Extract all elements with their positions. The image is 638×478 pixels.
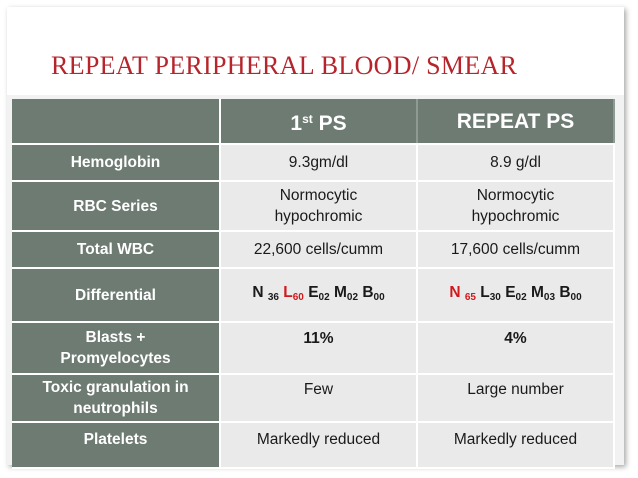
slide-frame: REPEAT PERIPHERAL BLOOD/ SMEAR 1st PS RE… [7,7,624,469]
repeat-ps-cell: 4% [417,322,615,375]
first-ps-differential: N 36 L60 E02 M02 B00 [220,268,418,323]
row-label: Total WBC [12,231,221,269]
row-label: Blasts + Promyelocytes [12,322,221,375]
repeat-ps-differential: N 65 L30 E02 M03 B00 [417,268,615,323]
table-header-row: 1st PS REPEAT PS [12,99,615,145]
diff-b-sub: 00 [570,292,582,303]
row-label: Platelets [12,422,221,469]
diff-b: B [559,284,571,301]
diff-m: M [530,284,544,301]
repeat-ps-line1: Normocytic [476,187,555,204]
diff-e-sub: 02 [318,292,330,303]
diff-l-sub: 30 [489,292,501,303]
table-row: Total WBC 22,600 cells/cumm 17,600 cells… [12,231,615,269]
repeat-ps-cell: Normocytic hypochromic [417,181,615,232]
first-ps-line2: hypochromic [274,208,363,225]
diff-l-sub: 60 [292,292,304,303]
diff-e-sub: 02 [515,292,527,303]
repeat-ps-cell: Markedly reduced [417,422,615,469]
header-first-num: 1 [290,111,303,135]
row-label-line1: Blasts + [85,329,146,346]
first-ps-cell: 22,600 cells/cumm [220,231,418,269]
header-blank-cell [12,99,221,145]
diff-n: N [252,284,264,301]
diff-b-sub: 00 [373,292,385,303]
diff-m-sub: 03 [543,292,556,303]
diff-n-sub: 36 [267,292,279,303]
table-row: Toxic granulation in neutrophils Few Lar… [12,374,615,423]
repeat-ps-cell: Large number [417,374,615,423]
row-label-line2: Promyelocytes [60,350,171,367]
repeat-ps-cell: 17,600 cells/cumm [417,231,615,269]
row-label: Differential [12,268,221,323]
first-ps-cell: Markedly reduced [220,422,418,469]
diff-m-sub: 02 [346,292,359,303]
first-ps-cell: 11% [220,322,418,375]
diff-l: L [283,284,293,301]
first-ps-line1: Normocytic [279,187,358,204]
header-first-ps: 1st PS [220,99,418,145]
header-repeat-ps: REPEAT PS [417,99,615,145]
diff-b: B [362,284,374,301]
diff-n: N [449,284,461,301]
header-first-rest: PS [312,111,347,135]
row-label-line2: neutrophils [73,400,158,417]
title-band: REPEAT PERIPHERAL BLOOD/ SMEAR [7,7,624,95]
first-ps-cell: Normocytic hypochromic [220,181,418,232]
table-row: Hemoglobin 9.3gm/dl 8.9 g/dl [12,144,615,182]
diff-l: L [480,284,490,301]
first-ps-cell: 9.3gm/dl [220,144,418,182]
diff-e: E [308,284,319,301]
table-row: Platelets Markedly reduced Markedly redu… [12,422,615,469]
table-row: RBC Series Normocytic hypochromic Normoc… [12,181,615,232]
first-ps-cell: Few [220,374,418,423]
table-row: Blasts + Promyelocytes 11% 4% [12,322,615,375]
row-label: RBC Series [12,181,221,232]
repeat-ps-cell: 8.9 g/dl [417,144,615,182]
slide-title: REPEAT PERIPHERAL BLOOD/ SMEAR [51,51,518,80]
header-first-sup: st [302,111,313,126]
row-label: Hemoglobin [12,144,221,182]
diff-e: E [505,284,516,301]
table-row: Differential N 36 L60 E02 M02 B00 N 65 L… [12,268,615,323]
diff-n-sub: 65 [464,292,476,303]
repeat-ps-line2: hypochromic [471,208,560,225]
diff-m: M [333,284,347,301]
row-label-line1: Toxic granulation in [42,379,189,396]
comparison-table: 1st PS REPEAT PS Hemoglobin 9.3gm/dl 8.9… [12,99,615,469]
row-label: Toxic granulation in neutrophils [12,374,221,423]
